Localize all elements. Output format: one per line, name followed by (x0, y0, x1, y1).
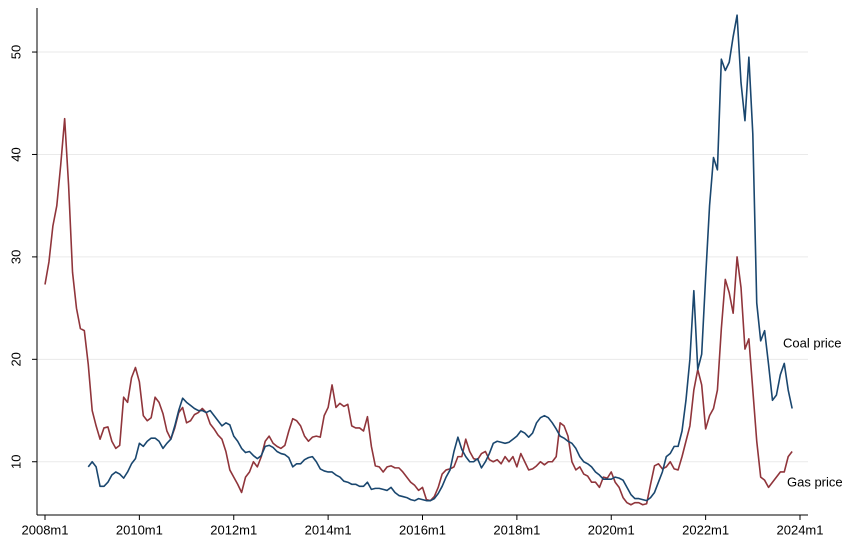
x-tick-label: 2022m1 (682, 522, 729, 537)
y-tick-label: 20 (8, 352, 23, 366)
series-line (44, 117, 793, 506)
x-tick-label: 2024m1 (777, 522, 824, 537)
x-tick-label: 2012m1 (210, 522, 257, 537)
x-tick-label: 2010m1 (116, 522, 163, 537)
y-tick-label: 30 (8, 250, 23, 264)
x-tick-label: 2016m1 (399, 522, 446, 537)
plot: 10 20 30 40 50 2008m1 2010m1 2012m1 2014m1 2016m1… (8, 8, 823, 537)
y-tick-label: 40 (8, 147, 23, 161)
y-tick-label: 10 (8, 455, 23, 469)
y-tick-label: 50 (8, 45, 23, 59)
x-tick-label: 2020m1 (588, 522, 635, 537)
x-tick-label: 2008m1 (22, 522, 69, 537)
series-label: Coal price (783, 335, 842, 350)
x-tick-label: 2018m1 (493, 522, 540, 537)
series-label: Gas price (787, 474, 843, 489)
series-line (87, 14, 793, 502)
x-tick-label: 2014m1 (305, 522, 352, 537)
